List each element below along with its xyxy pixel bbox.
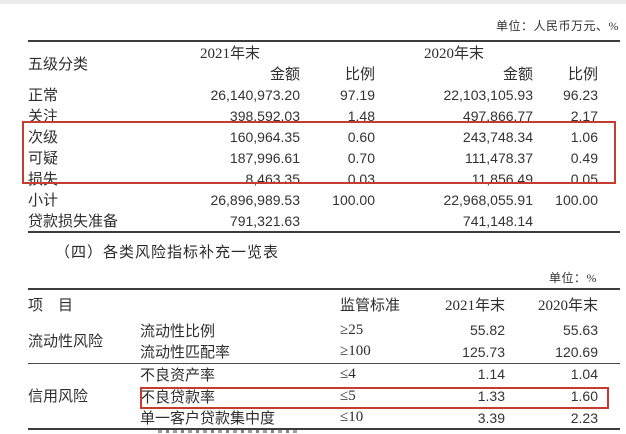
indicator-label: 流动性匹配率 <box>140 345 231 362</box>
indicator-label: 单一客户贷款集中度 <box>140 411 276 427</box>
table-row-normal: 正常 26,140,973.20 97.19 22,103,105.93 96.… <box>28 84 620 105</box>
ratio-2021: 100.00 <box>332 191 375 208</box>
amount-2021: 160,964.35 <box>229 128 300 145</box>
table-row-npa-ratio: 信用风险 不良资产率 ≤4 1.14 1.04 <box>28 362 620 429</box>
indicator-label: 不良资产率 <box>140 362 340 385</box>
ratio-2021: 97.19 <box>339 86 375 103</box>
row-label: 损失 <box>28 172 59 188</box>
value-2021: 1.33 <box>477 388 505 404</box>
table2-header-2020: 2020年末 <box>537 298 598 314</box>
amount-2020: 243,748.34 <box>462 128 533 145</box>
table2-header-item: 项 目 <box>28 298 74 314</box>
amount-2020: 497,866.77 <box>462 107 533 124</box>
row-label: 正常 <box>28 88 59 104</box>
indicator-label: 流动性比例 <box>140 323 216 340</box>
regulatory-standard: ≤10 <box>340 409 364 425</box>
ratio-2021: 1.48 <box>347 107 375 124</box>
value-2020: 2.23 <box>570 409 598 426</box>
amount-2021: 398,592.03 <box>229 107 300 124</box>
value-2021: 3.39 <box>477 409 505 426</box>
unit-label-bottom: 单位：% <box>549 271 597 285</box>
ratio-2021: 0.60 <box>347 128 375 145</box>
ratio-2020: 100.00 <box>555 191 598 208</box>
five-level-classification-table: 五级分类 2021年末 2020年末 金额 比例 金额 比例 正常 26,140… <box>28 40 620 233</box>
amount-2020: 22,103,105.93 <box>443 86 533 103</box>
table-row-liquidity-matching-ratio: 流动性匹配率 ≥100 125.73 120.69 <box>28 341 620 363</box>
amount-2021: 26,140,973.20 <box>210 86 300 103</box>
value-2021: 55.82 <box>469 322 505 338</box>
highlight-box-npl-categories <box>22 121 616 184</box>
ratio-2020: 2.17 <box>570 107 598 124</box>
amount-2020: 741,148.14 <box>462 212 533 229</box>
regulatory-standard: ≥25 <box>340 321 364 338</box>
unit-label-top: 单位：人民币万元、% <box>496 19 619 33</box>
ratio-2021 <box>300 210 375 232</box>
amount-2021: 187,996.61 <box>229 149 300 166</box>
table-row-subtotal: 小计 26,896,989.53 100.00 22,968,055.91 10… <box>28 189 620 210</box>
table1-header-2021: 2021年末 <box>199 46 260 62</box>
ratio-2020: 0.49 <box>570 149 598 166</box>
amount-2020: 111,478.37 <box>465 149 533 166</box>
amount-2021: 791,321.63 <box>229 212 300 229</box>
row-label: 小计 <box>28 193 59 209</box>
indicator-label: 不良贷款率 <box>140 389 216 406</box>
amount-2020: 22,968,055.91 <box>443 191 533 208</box>
ratio-2020: 1.06 <box>570 128 598 145</box>
table1-subheader-ratio-2021: 比例 <box>344 67 375 83</box>
regulatory-standard: ≥100 <box>340 343 371 360</box>
value-2021: 1.14 <box>430 362 505 385</box>
table-row-loan-loss-provision: 贷款损失准备 791,321.63 741,148.14 <box>28 210 620 232</box>
table2-header-2021: 2021年末 <box>444 298 505 314</box>
row-label: 贷款损失准备 <box>28 214 119 230</box>
ratio-2021: 0.70 <box>347 149 375 166</box>
table-row-doubtful: 可疑 187,996.61 0.70 111,478.37 0.49 <box>28 147 620 168</box>
section-heading: （四）各类风险指标补充一览表 <box>55 245 280 261</box>
regulatory-standard: ≤5 <box>340 387 356 404</box>
table-row-single-customer-loan-concentration: 单一客户贷款集中度 ≤10 3.39 2.23 <box>28 407 620 429</box>
value-2020: 1.04 <box>505 362 620 385</box>
value-2020: 55.63 <box>562 322 598 338</box>
value-2021: 125.73 <box>462 343 505 360</box>
table2-header-standard: 监管标准 <box>340 298 401 314</box>
row-label: 可疑 <box>28 151 59 167</box>
amount-2021: 26,896,989.53 <box>210 191 300 208</box>
group-label-liquidity-risk: 流动性风险 <box>28 334 104 351</box>
ratio-2020 <box>533 210 620 232</box>
row-label: 次级 <box>28 130 59 146</box>
table1-subheader-amount-2020: 金额 <box>502 67 533 83</box>
table-row-substandard: 次级 160,964.35 0.60 243,748.34 1.06 <box>28 126 620 147</box>
page-top-edge-strip <box>0 0 626 4</box>
highlight-box-npl-ratio <box>140 387 609 409</box>
value-2020: 1.60 <box>570 388 598 404</box>
table1-header-2020: 2020年末 <box>423 46 484 62</box>
table1-subheader-amount-2021: 金额 <box>269 67 300 83</box>
value-2020: 120.69 <box>555 343 598 360</box>
clipped-text-fragment <box>158 430 298 433</box>
table-row-npl-ratio: 不良贷款率 ≤5 1.33 1.60 <box>28 385 620 407</box>
regulatory-standard: ≤4 <box>340 362 430 385</box>
risk-indicator-table: 项 目 监管标准 2021年末 2020年末 流动性风险 流动性比例 ≥25 5… <box>28 288 620 430</box>
group-label-credit-risk: 信用风险 <box>28 362 140 429</box>
ratio-2020: 96.23 <box>562 86 598 103</box>
table1-corner-label: 五级分类 <box>28 56 89 73</box>
table-row-liquidity-ratio: 流动性风险 流动性比例 ≥25 55.82 55.63 <box>28 319 620 351</box>
table1-subheader-ratio-2020: 比例 <box>567 67 598 83</box>
